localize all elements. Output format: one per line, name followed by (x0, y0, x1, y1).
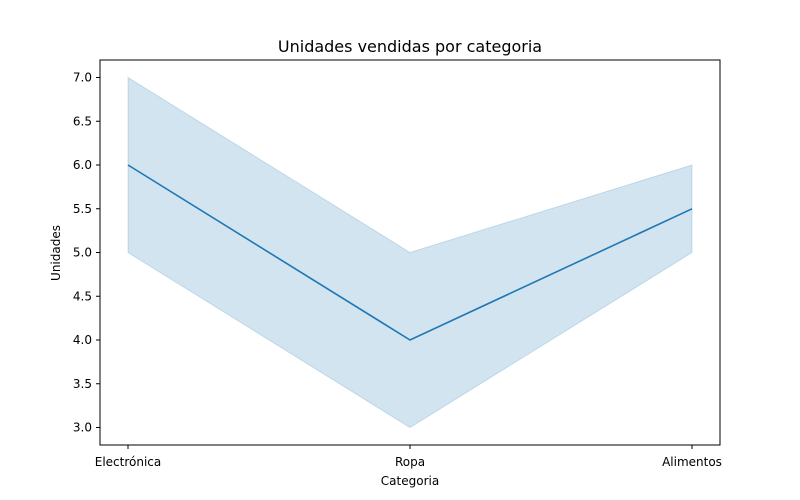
y-axis: 3.0 3.5 4.0 4.5 5.0 5.5 6.0 6.5 7.0 (73, 71, 100, 435)
x-tick-label: Alimentos (662, 455, 722, 469)
y-tick-label: 7.0 (73, 71, 92, 85)
y-tick-label: 4.5 (73, 289, 92, 303)
chart-title: Unidades vendidas por categoria (278, 37, 542, 56)
y-tick-label: 5.5 (73, 202, 92, 216)
y-tick-label: 6.5 (73, 114, 92, 128)
x-axis-label: Categoria (381, 474, 439, 488)
confidence-band (127, 76, 693, 429)
y-tick-label: 6.0 (73, 158, 92, 172)
y-tick-label: 3.5 (73, 377, 92, 391)
x-axis: Electrónica Ropa Alimentos (95, 445, 722, 469)
y-tick-label: 4.0 (73, 333, 92, 347)
y-axis-label: Unidades (49, 225, 63, 281)
series-line (127, 164, 693, 341)
x-tick-label: Electrónica (95, 455, 162, 469)
y-tick-label: 3.0 (73, 421, 92, 435)
plot-area (99, 59, 721, 446)
y-tick-label: 5.0 (73, 246, 92, 260)
x-tick-label: Ropa (395, 455, 425, 469)
